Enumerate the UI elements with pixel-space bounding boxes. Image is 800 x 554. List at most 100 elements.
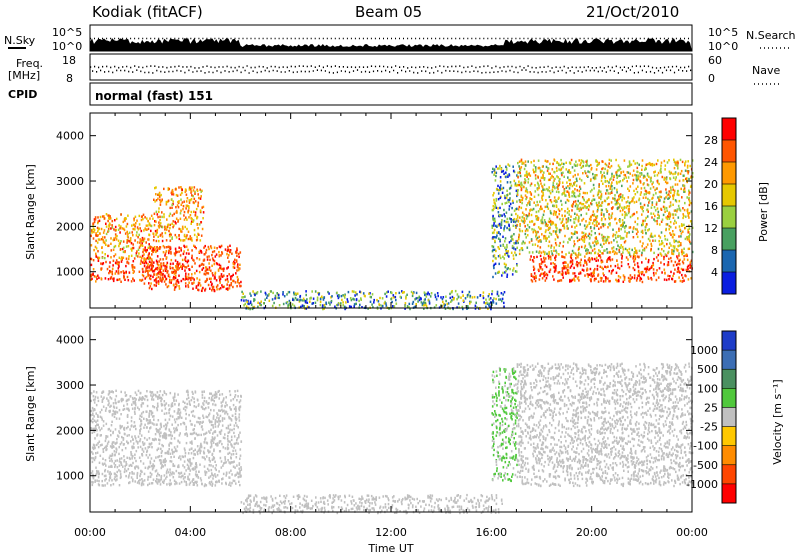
data-cell-power — [614, 251, 617, 254]
data-cell-power — [157, 264, 160, 267]
data-cell-power — [176, 266, 178, 269]
data-cell-power — [138, 223, 141, 226]
data-cell-power — [136, 219, 138, 222]
data-cell-power — [615, 278, 617, 282]
data-cell-power — [319, 303, 322, 307]
data-cell-power — [577, 215, 580, 218]
data-cell-power — [236, 247, 238, 250]
data-cell-velocity — [125, 461, 127, 464]
data-cell-power — [244, 302, 247, 306]
data-cell-power — [560, 273, 563, 276]
data-cell-power — [117, 261, 119, 264]
data-cell-power — [507, 163, 509, 166]
data-cell-power — [112, 264, 114, 267]
data-cell-velocity — [114, 453, 116, 456]
data-cell-power — [631, 214, 634, 217]
data-cell-power — [543, 183, 546, 186]
data-cell-power — [609, 259, 612, 262]
data-cell-power — [556, 215, 558, 219]
data-cell-power — [567, 185, 569, 188]
data-cell-power — [423, 304, 425, 307]
data-cell-velocity — [194, 480, 196, 484]
data-cell-velocity — [91, 456, 93, 460]
data-cell-power — [316, 298, 319, 302]
data-cell-power — [524, 229, 527, 233]
data-cell-power — [498, 270, 500, 273]
data-cell-power — [108, 216, 110, 220]
data-cell-power — [98, 219, 101, 222]
data-cell-power — [508, 198, 511, 201]
data-cell-power — [585, 225, 588, 229]
data-cell-velocity — [171, 402, 174, 405]
data-cell-power — [174, 274, 177, 277]
data-cell-velocity — [102, 457, 104, 460]
data-cell-power — [153, 212, 156, 215]
data-cell-velocity — [120, 425, 122, 429]
data-cell-power — [131, 231, 133, 234]
data-cell-power — [184, 259, 187, 263]
data-cell-power — [606, 260, 608, 263]
data-cell-power — [526, 188, 528, 192]
data-cell-velocity — [135, 465, 137, 468]
data-cell-power — [547, 244, 550, 248]
data-cell-power — [495, 249, 497, 253]
data-cell-power — [654, 209, 657, 212]
data-cell-power — [450, 300, 452, 303]
data-cell-power — [536, 215, 538, 218]
data-cell-power — [97, 259, 100, 262]
data-cell-power — [105, 260, 107, 264]
data-cell-velocity — [92, 409, 95, 412]
data-cell-velocity — [212, 426, 215, 429]
data-cell-velocity — [101, 443, 103, 446]
data-cell-power — [503, 262, 506, 265]
data-cell-power — [676, 190, 679, 193]
data-cell-power — [689, 263, 691, 266]
data-cell-power — [193, 210, 195, 213]
data-cell-power — [181, 188, 183, 192]
data-cell-velocity — [191, 423, 193, 426]
data-cell-power — [651, 266, 653, 269]
data-cell-power — [421, 302, 424, 305]
data-cell-power — [306, 301, 309, 304]
data-cell-power — [577, 199, 579, 203]
cpid-value: normal (fast) 151 — [95, 89, 213, 103]
data-cell-power — [241, 290, 243, 294]
data-cell-power — [615, 236, 617, 240]
data-cell-power — [576, 207, 578, 211]
data-cell-power — [574, 226, 576, 229]
data-cell-power — [647, 191, 649, 194]
data-cell-power — [169, 267, 172, 270]
data-cell-power — [527, 160, 529, 163]
data-cell-power — [639, 175, 641, 178]
data-cell-power — [519, 171, 521, 175]
data-cell-power — [568, 210, 570, 213]
data-cell-power — [672, 274, 674, 278]
data-cell-velocity — [205, 455, 208, 458]
data-cell-power — [625, 234, 628, 237]
data-cell-power — [516, 174, 518, 177]
data-cell-velocity — [173, 418, 176, 421]
data-cell-power — [104, 256, 106, 260]
data-cell-power — [680, 187, 682, 191]
data-cell-power — [123, 218, 126, 221]
data-cell-power — [608, 216, 610, 219]
data-cell-power — [624, 247, 627, 251]
data-cell-velocity — [185, 406, 188, 409]
data-cell-velocity — [148, 465, 151, 468]
data-cell-power — [554, 263, 556, 266]
freq-nave-traces — [90, 65, 692, 74]
data-cell-power — [301, 304, 304, 307]
data-cell-power — [691, 250, 694, 254]
data-cell-power — [189, 235, 192, 238]
data-cell-power — [614, 234, 617, 237]
data-cell-power — [517, 208, 520, 211]
data-cell-power — [603, 171, 605, 174]
data-cell-power — [600, 179, 603, 183]
data-cell-velocity — [157, 480, 160, 483]
data-cell-power — [194, 200, 197, 203]
data-cell-velocity — [118, 469, 120, 472]
data-cell-power — [496, 225, 498, 228]
data-cell-power — [560, 158, 562, 162]
data-cell-power — [294, 292, 297, 295]
